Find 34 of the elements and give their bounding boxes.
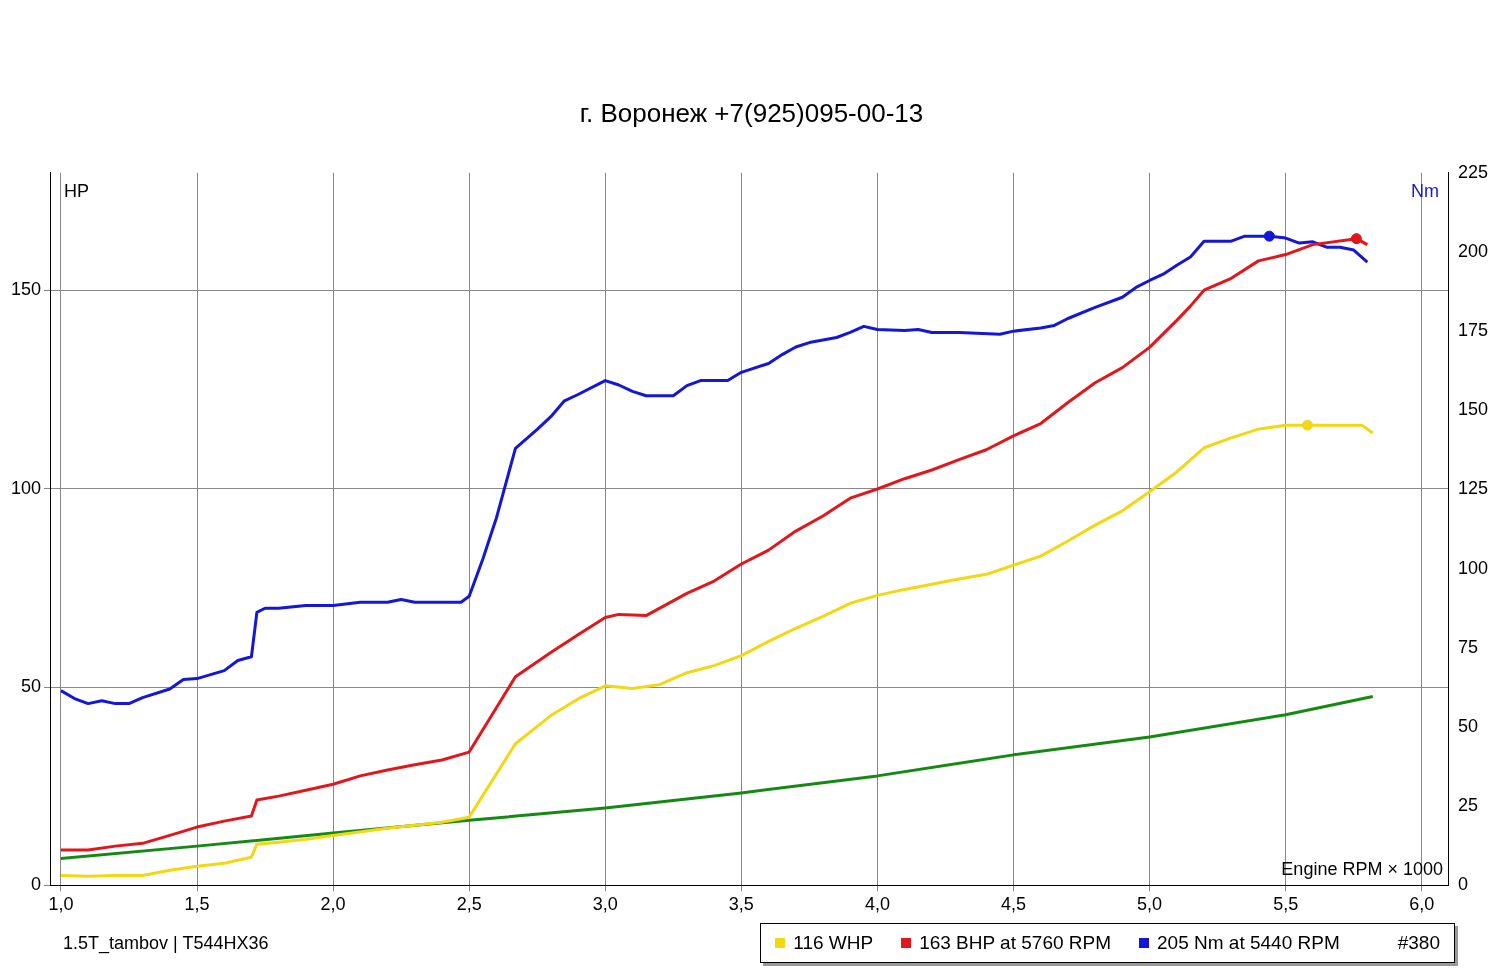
x-tick-label: 1,0: [48, 894, 74, 915]
y2-tick-label: 225: [1457, 161, 1489, 182]
x-tick-label: 3,5: [728, 894, 754, 915]
y2-tick-label: 100: [1457, 557, 1489, 578]
legend-title: #380: [1397, 932, 1440, 954]
x-tick-label: 2,0: [320, 894, 346, 915]
y2-tick-label: 125: [1457, 478, 1489, 499]
x-tick-label: 2,5: [456, 894, 482, 915]
y-tick-label: 100: [10, 477, 42, 498]
y2-axis-title: Nm: [1410, 180, 1439, 201]
y-tick-label: 150: [10, 279, 42, 300]
y-tick-label: 50: [21, 675, 42, 696]
y2-tick-label: 200: [1457, 240, 1489, 261]
y2-tick-label: 175: [1457, 320, 1489, 341]
x-tick-label: 3,0: [592, 894, 618, 915]
legend-label: 116 WHP: [793, 932, 874, 954]
y2-tick-label: 50: [1457, 716, 1478, 737]
legend-label: 205 Nm at 5440 RPM: [1157, 932, 1340, 954]
y2-tick-label: 75: [1457, 636, 1478, 657]
x-axis-title: Engine RPM × 1000: [1281, 859, 1443, 880]
y2-tick-label: 0: [1457, 874, 1468, 895]
chart-title: г. Воронеж +7(925)095-00-13: [578, 98, 925, 129]
x-tick-label: 6,0: [1409, 894, 1435, 915]
x-tick-label: 1,5: [184, 894, 210, 915]
y2-tick-label: 150: [1457, 399, 1489, 420]
x-tick-label: 4,5: [1000, 894, 1027, 915]
y2-tick-label: 25: [1457, 795, 1478, 816]
legend-label: 163 BHP at 5760 RPM: [919, 932, 1112, 954]
y-tick-label: 0: [31, 874, 42, 895]
x-tick-label: 4,0: [864, 894, 890, 915]
text: 1.5T_tambov | T544HX36: [63, 932, 269, 953]
x-tick-label: 5,5: [1273, 894, 1299, 915]
y-axis-title: HP: [64, 180, 90, 201]
x-tick-label: 5,0: [1137, 894, 1163, 915]
